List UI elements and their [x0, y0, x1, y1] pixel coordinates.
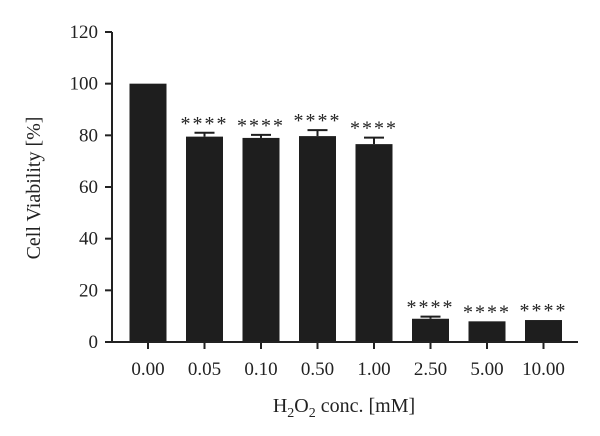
bar: [129, 83, 167, 343]
y-tick-label: 80: [79, 125, 98, 146]
x-title-sub2: 2: [309, 406, 316, 421]
y-axis-ticks: 0 20 40 60 80 100 120: [70, 22, 112, 353]
x-tick-label: 0.00: [131, 359, 164, 380]
bar: [186, 136, 223, 342]
bar: [412, 318, 449, 342]
y-tick-label: 40: [79, 229, 98, 250]
y-tick-label: 0: [89, 332, 99, 353]
y-tick-label: 100: [70, 74, 99, 95]
y-tick-label: 20: [79, 280, 98, 301]
bar: [242, 137, 280, 342]
x-tick-label: 0.05: [188, 359, 221, 380]
bar: [525, 320, 562, 342]
y-tick-label: 60: [79, 177, 98, 198]
significance-label: ****: [181, 113, 229, 135]
y-axis-title: Cell Viability [%]: [23, 117, 45, 260]
x-title-sub1: 2: [287, 406, 294, 421]
x-tick-label: 10.00: [522, 359, 565, 380]
bar: [299, 136, 336, 342]
significance-label: ****: [237, 115, 285, 137]
significance-label: ****: [407, 297, 455, 319]
x-tick-label: 0.50: [301, 359, 334, 380]
x-axis-title: H2O2 conc. [mM]: [273, 395, 415, 421]
significance-label: ****: [463, 301, 511, 323]
x-tick-label: 2.50: [414, 359, 447, 380]
x-tick-label: 0.10: [244, 359, 277, 380]
x-axis-ticks: 0.00 0.05 0.10 0.50 1.00 2.50 5.00 10.00: [131, 342, 565, 380]
significance-label: ****: [350, 118, 398, 140]
x-title-o: O: [294, 395, 308, 417]
significance-label: ****: [294, 110, 342, 132]
bar: [468, 321, 506, 342]
y-tick-label: 120: [70, 22, 99, 43]
bars: **** **** **** **** **** **** ****: [129, 83, 568, 343]
bar: [355, 144, 393, 342]
significance-label: ****: [520, 300, 568, 322]
x-title-h: H: [273, 395, 287, 417]
x-title-rest: conc. [mM]: [316, 395, 415, 417]
x-tick-label: 1.00: [357, 359, 390, 380]
x-tick-label: 5.00: [470, 359, 503, 380]
